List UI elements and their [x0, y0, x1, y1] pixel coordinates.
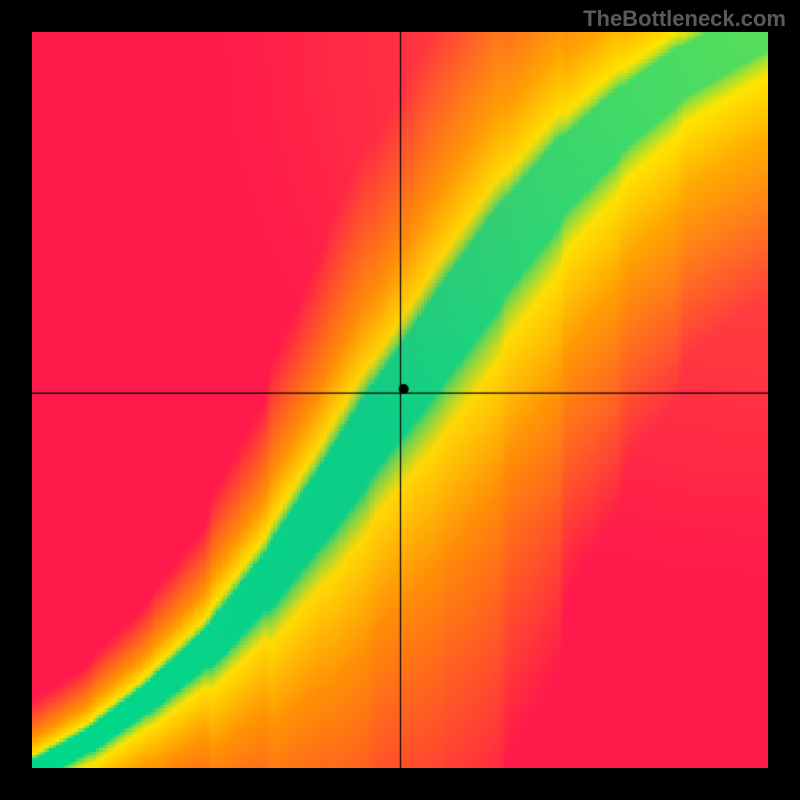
chart-container: TheBottleneck.com [0, 0, 800, 800]
watermark-text: TheBottleneck.com [583, 6, 786, 32]
heatmap-plot [32, 32, 768, 768]
heatmap-canvas [32, 32, 768, 768]
